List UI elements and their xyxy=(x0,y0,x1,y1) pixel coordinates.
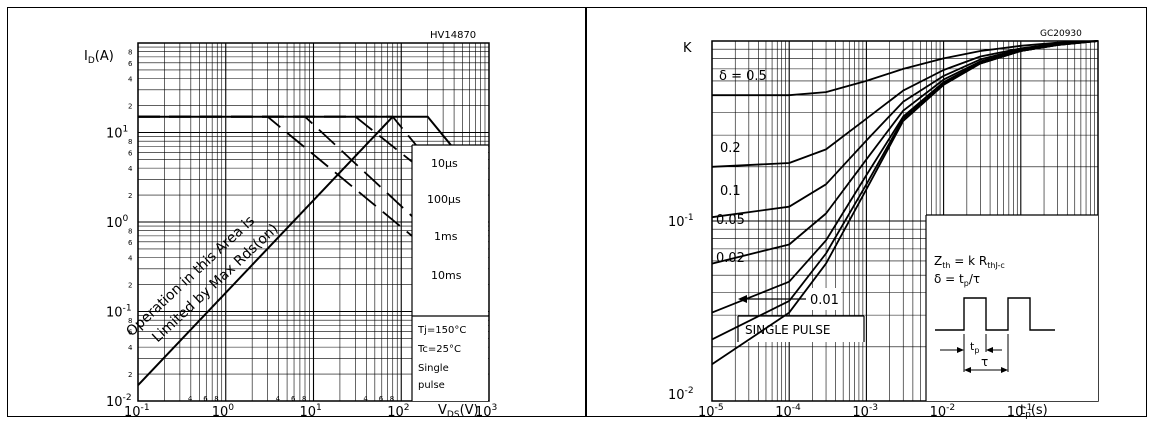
soa-chart: HV14870 ID(A) 10-14681004681014681024681… xyxy=(84,30,498,420)
soa-y-minor-label: 4 xyxy=(128,76,133,84)
zth-label-delta-05: δ = 0.5 xyxy=(719,69,767,84)
soa-cond-pulse: pulse xyxy=(418,380,445,391)
zth-series-line-0 xyxy=(712,40,1099,97)
soa-y-minor-label: 6 xyxy=(128,60,133,68)
zth-label-002: 0.02 xyxy=(716,251,745,266)
soa-y-minor-label: 6 xyxy=(128,149,133,157)
soa-y-minor-label: 6 xyxy=(128,239,133,247)
soa-y-minor-label: 8 xyxy=(128,228,132,236)
soa-y-tick-label: 10-2 xyxy=(106,393,132,410)
zth-tick-labels: 10-5 10-4 10-3 10-2 10-1 10-1 10-2 xyxy=(668,213,1032,420)
soa-y-minor-label: 2 xyxy=(128,371,132,379)
zth-x-tick-label: 10-3 xyxy=(852,403,878,420)
soa-y-minor-label: 2 xyxy=(128,103,132,111)
soa-cond-single: Single xyxy=(418,363,449,374)
soa-y-minor-label: 2 xyxy=(128,192,132,200)
soa-x-minor-label: 8 xyxy=(390,395,394,403)
soa-x-tick-label: 101 xyxy=(300,403,322,420)
soa-x-axis-title: VDS(V) xyxy=(438,403,479,420)
soa-x-minor-label: 6 xyxy=(291,395,296,403)
zth-label-02: 0.2 xyxy=(720,141,741,156)
zth-chart-code: GC20930 xyxy=(1040,29,1082,39)
zth-x-tick-label: 10-1 xyxy=(1007,403,1033,420)
zth-series xyxy=(711,40,1099,366)
soa-x-tick-label: 102 xyxy=(387,403,409,420)
soa-y-minor-label: 4 xyxy=(128,255,133,263)
soa-series-line-0 xyxy=(138,115,455,192)
zth-formula-line1: Zth = k RthJ-c xyxy=(934,254,1005,270)
soa-x-tick-label: 100 xyxy=(212,403,235,420)
soa-y-minor-label: 4 xyxy=(128,344,133,352)
soa-y-minor-label: 8 xyxy=(128,138,132,146)
soa-label-1ms: 1ms xyxy=(434,230,458,243)
soa-x-minor-label: 6 xyxy=(379,395,384,403)
soa-y-minor-label: 4 xyxy=(128,165,133,173)
soa-cond-tj: Tj=150°C xyxy=(417,325,466,336)
soa-y-tick-label: 101 xyxy=(106,125,128,142)
soa-x-minor-label: 6 xyxy=(203,395,208,403)
soa-x-minor-label: 4 xyxy=(188,395,193,403)
soa-chart-code: HV14870 xyxy=(430,30,476,41)
zth-label-01: 0.1 xyxy=(720,184,741,199)
zth-series-line-1 xyxy=(711,40,1099,168)
soa-label-panel xyxy=(412,145,488,401)
soa-y-minor-label: 8 xyxy=(128,317,132,325)
soa-x-tick-label: 103 xyxy=(475,403,498,420)
soa-y-minor-label: 8 xyxy=(128,49,132,57)
panel-divider xyxy=(585,7,587,417)
soa-tick-labels: 10-146810046810146810246810310-2246810-1… xyxy=(106,49,498,420)
soa-label-10us: 10µs xyxy=(431,157,458,170)
pulse-waveform xyxy=(935,297,1055,331)
single-pulse-box xyxy=(738,316,864,342)
zth-label-001: 0.01 xyxy=(810,293,839,308)
zth-series-line-2 xyxy=(711,40,1099,219)
zth-label-single-pulse: SINGLE PULSE xyxy=(745,323,830,337)
soa-y-minor-label: 6 xyxy=(128,328,133,336)
zth-inset-panel xyxy=(926,215,1098,401)
zth-y-tick-label: 10-1 xyxy=(668,213,694,230)
zth-series-line-6 xyxy=(711,40,1099,366)
zth-label-005: 0.05 xyxy=(716,213,745,228)
pulse-tau-label: τ xyxy=(981,355,988,369)
rds-label-line2: Limited by Max Rds(on) xyxy=(149,221,281,346)
soa-label-10ms: 10ms xyxy=(431,269,462,282)
soa-x-tick-label: 10-1 xyxy=(124,403,150,420)
soa-x-minor-label: 8 xyxy=(214,395,218,403)
soa-plot-border xyxy=(137,42,490,402)
zth-y-axis-title: K xyxy=(683,41,692,56)
zth-y-tick-label: 10-2 xyxy=(668,386,694,403)
zth-formula-line2: δ = tp/τ xyxy=(934,272,980,288)
rds-annotation: Operation in this Area is Limited by Max… xyxy=(123,213,281,346)
soa-cond-tc: Tc=25°C xyxy=(417,344,461,355)
soa-x-minor-label: 4 xyxy=(363,395,368,403)
pulse-diagram: tp τ xyxy=(935,297,1055,373)
figure-frame xyxy=(7,7,1147,417)
zth-chart: GC20930 K 10-5 10-4 10-3 10-2 10-1 10-1 10-2 δ… xyxy=(668,29,1099,420)
pulse-tp-label: tp xyxy=(970,340,979,355)
rds-limit-line xyxy=(137,116,394,386)
zth-x-axis-title: tp(s) xyxy=(1020,403,1048,420)
soa-x-minor-label: 8 xyxy=(302,395,306,403)
soa-y-axis-title: ID(A) xyxy=(84,49,114,66)
zth-x-tick-label: 10-5 xyxy=(698,403,724,420)
soa-x-minor-label: 4 xyxy=(276,395,281,403)
soa-y-tick-label: 10-1 xyxy=(106,304,132,321)
soa-y-tick-label: 100 xyxy=(106,214,129,231)
soa-label-100us: 100µs xyxy=(427,193,461,206)
soa-y-minor-label: 2 xyxy=(128,282,132,290)
zth-x-tick-label: 10-2 xyxy=(930,403,956,420)
arrow-001-icon xyxy=(738,295,747,303)
zth-x-tick-label: 10-4 xyxy=(775,403,801,420)
